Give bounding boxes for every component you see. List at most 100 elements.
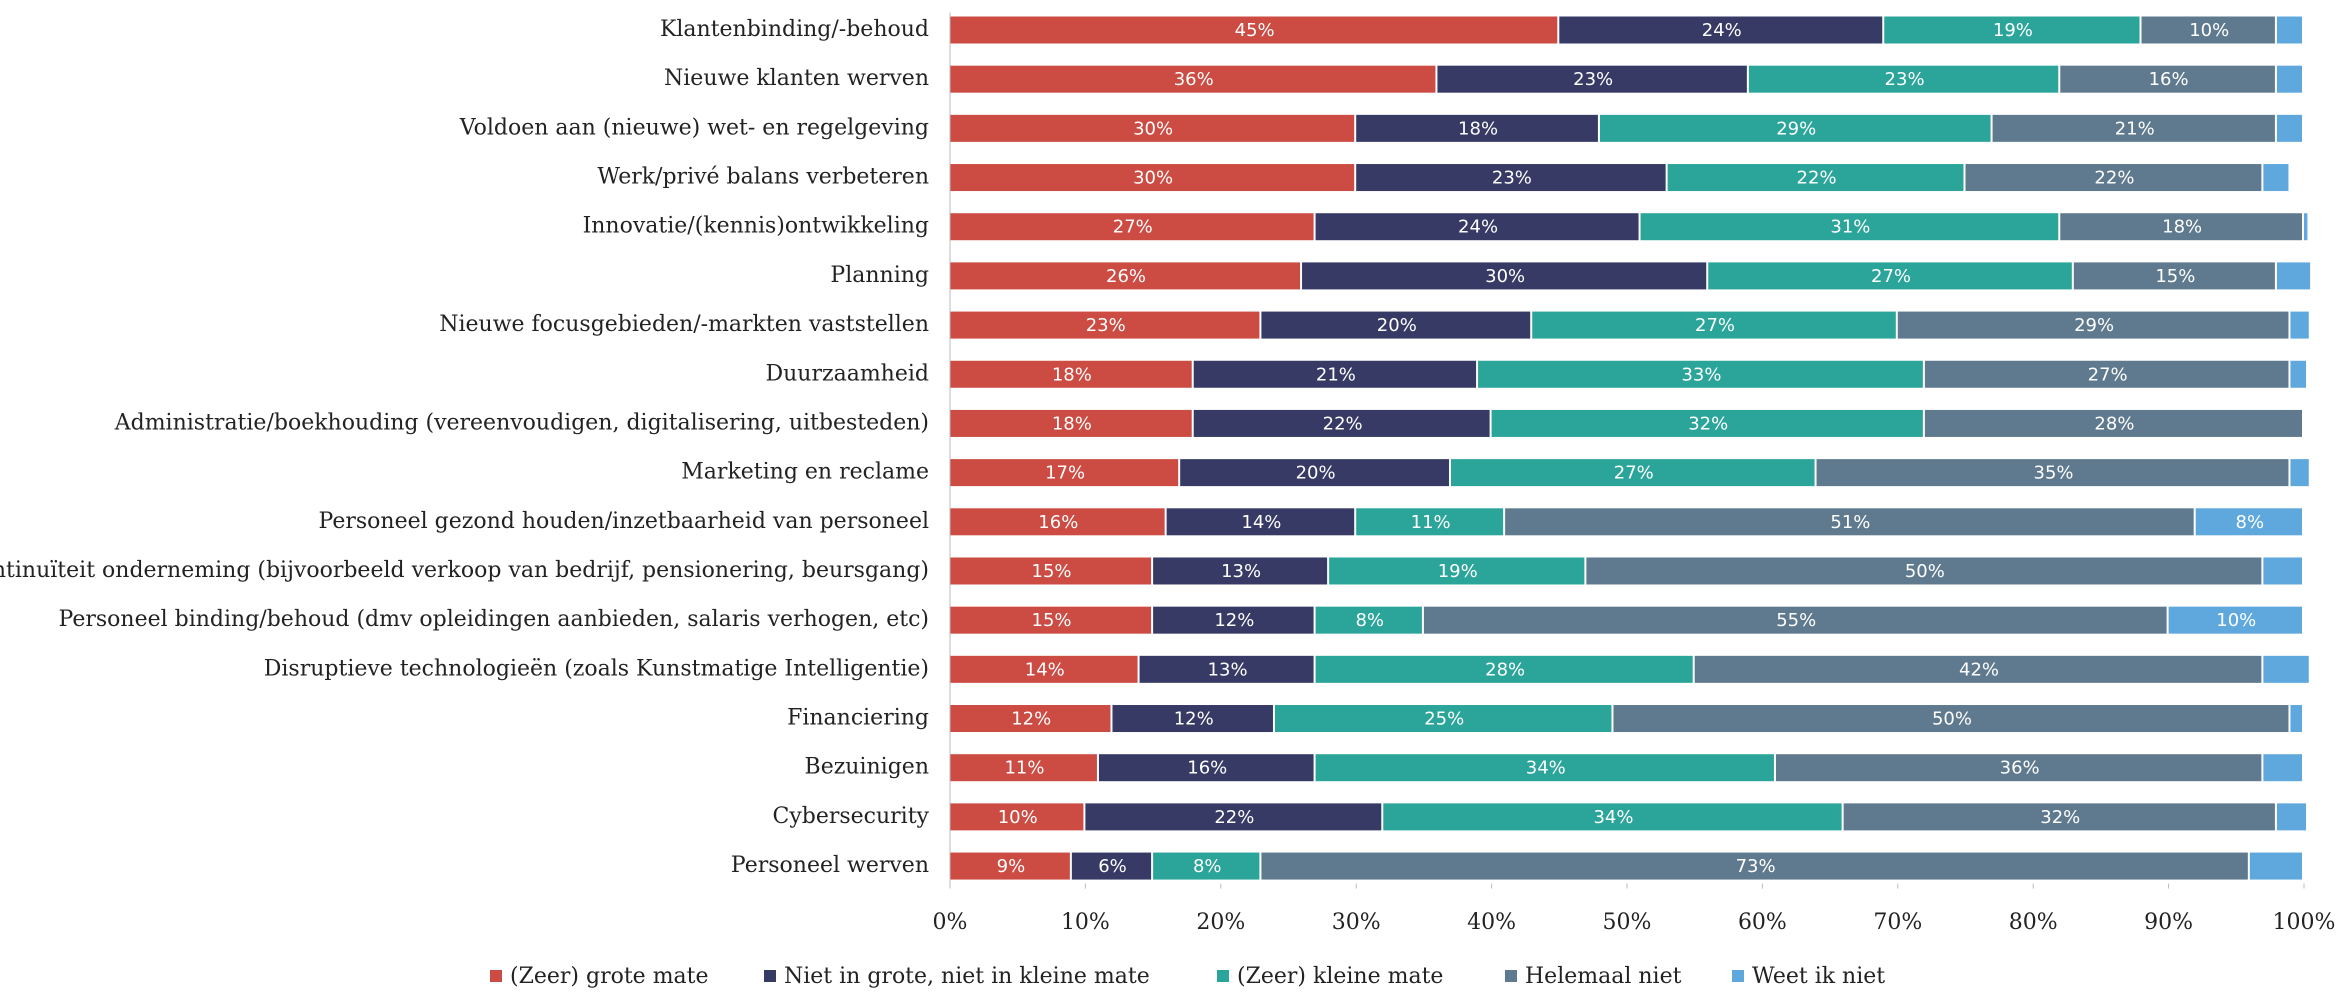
data-label: 10% (998, 807, 1038, 828)
data-label: 10% (2189, 20, 2229, 41)
data-label: 31% (1830, 217, 1870, 238)
bar-segment (1180, 459, 1449, 487)
category-label: Duurzaamheid (766, 361, 930, 386)
data-label: 36% (1174, 69, 1214, 90)
bar-segment (2060, 65, 2275, 93)
data-label: 33% (1681, 364, 1721, 385)
data-label: 51% (1830, 512, 1870, 533)
bar-segment (950, 705, 1111, 733)
bar-segment (2073, 262, 2275, 290)
data-label: 17% (1045, 463, 1085, 484)
x-tick-label: 20% (1196, 910, 1245, 935)
data-label: 25% (1424, 709, 1464, 730)
bar-segment (950, 262, 1301, 290)
bar-segment (1356, 164, 1666, 192)
data-label: 18% (1052, 364, 1092, 385)
data-label: 50% (1905, 561, 1945, 582)
bar-segment (1071, 852, 1152, 880)
bar-segment (2263, 164, 2289, 192)
bar-segment (2263, 557, 2302, 585)
bar-segment (950, 754, 1097, 782)
category-label: Continuïteit onderneming (bijvoorbeeld v… (0, 558, 929, 583)
bar-segment (1302, 262, 1707, 290)
bar-segment (2276, 262, 2311, 290)
data-label: 12% (1174, 709, 1214, 730)
bar-segment (1437, 65, 1747, 93)
data-label: 24% (1458, 217, 1498, 238)
data-label: 45% (1235, 20, 1275, 41)
data-label: 28% (2094, 413, 2134, 434)
bar-segment (1112, 705, 1273, 733)
category-label: Personeel gezond houden/inzetbaarheid va… (319, 509, 929, 534)
legend-swatch (1732, 970, 1744, 982)
bar-segment (1166, 508, 1355, 536)
bar-segment (1274, 705, 1612, 733)
bar-segment (1613, 705, 2289, 733)
bar-segment (1897, 311, 2289, 339)
bar-segment (1085, 803, 1382, 831)
data-label: 19% (1993, 20, 2033, 41)
data-label: 34% (1526, 758, 1566, 779)
data-label: 21% (2115, 118, 2155, 139)
bar-segment (1667, 164, 1964, 192)
data-label: 22% (2094, 168, 2134, 189)
bar-segment (950, 164, 1355, 192)
data-label: 8% (2236, 512, 2265, 533)
bar-segment (2276, 65, 2302, 93)
bar-segment (1694, 655, 2262, 683)
data-label: 23% (1573, 69, 1613, 90)
bar-segment (2290, 705, 2302, 733)
data-label: 23% (1885, 69, 1925, 90)
bar-segment (2195, 508, 2302, 536)
category-label: Disruptieve technologieën (zoals Kunstma… (264, 656, 929, 681)
legend-swatch (764, 970, 776, 982)
bar-segment (1153, 852, 1260, 880)
bar-segment (1315, 606, 1422, 634)
data-label: 20% (1377, 315, 1417, 336)
legend-label: Niet in grote, niet in kleine mate (784, 964, 1150, 989)
data-label: 20% (1296, 463, 1336, 484)
bar-segment (950, 459, 1179, 487)
bar-segment (950, 803, 1084, 831)
data-label: 30% (1485, 266, 1525, 287)
data-label: 26% (1106, 266, 1146, 287)
bar-segment (1843, 803, 2275, 831)
data-label: 16% (1187, 758, 1227, 779)
bar-segment (2141, 16, 2275, 44)
x-tick-label: 60% (1738, 910, 1787, 935)
data-label: 23% (1086, 315, 1126, 336)
bar-segment (2304, 213, 2308, 241)
bar-segment (1708, 262, 2072, 290)
data-label: 12% (1214, 610, 1254, 631)
x-tick-label: 40% (1467, 910, 1516, 935)
data-label: 30% (1133, 118, 1173, 139)
category-label: Administratie/boekhouding (vereenvoudige… (114, 410, 929, 435)
bar-segment (2276, 803, 2307, 831)
data-label: 24% (1702, 20, 1742, 41)
bar-segment (1884, 16, 2140, 44)
bar-segment (1532, 311, 1896, 339)
data-label: 16% (2149, 69, 2189, 90)
bar-segment (950, 114, 1355, 142)
bar-segment (1193, 409, 1490, 437)
bar-segment (1992, 114, 2275, 142)
bar-segment (1356, 508, 1504, 536)
data-label: 50% (1932, 709, 1972, 730)
data-label: 73% (1736, 856, 1776, 877)
bar-segment (1924, 409, 2302, 437)
data-label: 12% (1011, 709, 1051, 730)
data-label: 27% (1871, 266, 1911, 287)
data-label: 36% (2000, 758, 2040, 779)
category-label: Voldoen aan (nieuwe) wet- en regelgeving (459, 115, 929, 140)
category-label: Marketing en reclame (681, 460, 929, 485)
data-label: 18% (2162, 217, 2202, 238)
data-label: 42% (1959, 659, 1999, 680)
bar-segment (2168, 606, 2302, 634)
data-label: 28% (1485, 659, 1525, 680)
bar-segment (1383, 803, 1842, 831)
legend-swatch (1505, 970, 1517, 982)
data-label: 15% (2155, 266, 2195, 287)
bar-segment (1261, 311, 1531, 339)
bar-segment (1748, 65, 2059, 93)
